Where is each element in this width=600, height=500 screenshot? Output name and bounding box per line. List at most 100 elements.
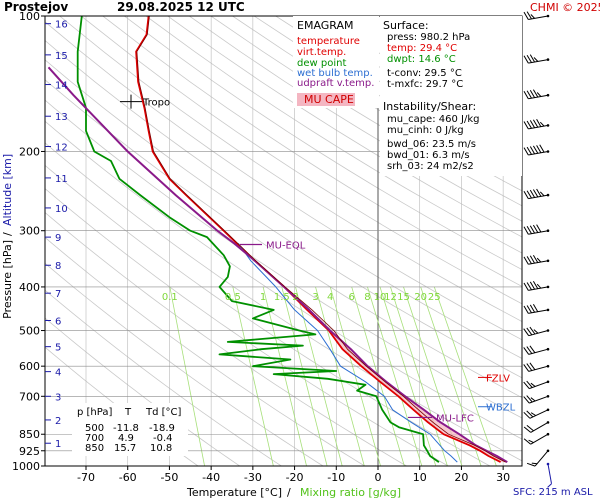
- wind-barb: [523, 54, 550, 64]
- km-tick-label: 13: [55, 112, 68, 123]
- x-tick-label: -60: [119, 471, 137, 484]
- wind-barb: [526, 449, 550, 467]
- wind-barb-feather: [523, 147, 529, 156]
- km-tick-label: 9: [55, 233, 61, 244]
- wind-barb-feather: [526, 363, 533, 371]
- level-table-r1-p: 700: [85, 433, 104, 444]
- km-tick-label: 12: [55, 143, 68, 154]
- wind-barb-staff: [528, 59, 549, 64]
- wind-barb-origin: [546, 462, 550, 466]
- wind-barb-origin: [546, 408, 550, 412]
- y-tick-label: 400: [19, 281, 40, 294]
- wind-barb-feather: [526, 256, 532, 264]
- dry-adiabat: [45, 289, 282, 466]
- mixing-ratio-label: 0.1: [162, 292, 178, 303]
- wind-barb-feather: [523, 282, 529, 291]
- y-axis-separator: /: [1, 232, 14, 236]
- wind-barb-origin: [546, 150, 550, 153]
- wind-barb-staff: [528, 260, 549, 265]
- dry-adiabat: [210, 16, 522, 207]
- wind-barb-feather: [530, 14, 535, 19]
- wind-barb-feather: [523, 364, 530, 372]
- wind-barb-feather: [529, 304, 536, 313]
- wind-barb-origin: [546, 124, 550, 127]
- surface-shear-box: Surface: press: 980.2 hPa temp: 29.4 °C …: [380, 16, 522, 176]
- wind-barb-feather: [526, 346, 533, 354]
- level-table-r2-t: 15.7: [114, 443, 136, 454]
- km-tick-label: 4: [55, 368, 61, 379]
- wind-barb-feather: [523, 256, 529, 265]
- level-table-header-td: Td [°C]: [145, 407, 182, 418]
- tropopause-label: Tropo: [142, 98, 170, 109]
- x-tick-label: 0: [375, 471, 382, 484]
- fzlv-label: FZLV: [486, 373, 510, 384]
- wbzl-label: WBZL: [486, 403, 516, 414]
- wind-barb-feather: [532, 281, 539, 289]
- mixing-ratio-label: 1: [260, 292, 266, 303]
- wind-barb-staff: [547, 463, 552, 484]
- wind-barb-feather: [529, 225, 536, 234]
- wind-barb-feather: [523, 438, 532, 445]
- level-table-r0-td: -18.9: [149, 423, 175, 434]
- x-tick-label: 10: [413, 471, 427, 484]
- wind-barb: [523, 119, 550, 130]
- wind-barb-origin: [546, 364, 550, 368]
- sounding-datetime: 29.08.2025 12 UTC: [117, 0, 245, 14]
- mixing-ratio-line: [379, 286, 437, 466]
- wind-barb: [523, 395, 550, 404]
- wind-barb-staff: [528, 230, 549, 235]
- wind-barb-origin: [546, 58, 550, 61]
- shear-mu-cinh: mu_cinh: 0 J/kg: [387, 125, 464, 136]
- legend-item-dew-point: dew point: [297, 58, 346, 69]
- y-tick-label: 1000: [12, 460, 40, 473]
- surface-title: Surface:: [383, 19, 429, 32]
- mixing-ratio-line: [295, 286, 343, 466]
- km-tick-label: 11: [55, 174, 68, 185]
- wind-barb-feather: [526, 226, 532, 234]
- wind-barb-feather: [530, 382, 536, 387]
- mucape-label: MU CAPE: [304, 93, 354, 106]
- wind-barb-staff: [528, 151, 549, 156]
- wind-barb-feather: [529, 326, 536, 335]
- mixing-ratio-label: 20: [414, 292, 427, 303]
- wind-barb-feather: [523, 305, 529, 314]
- mixing-ratio-line: [315, 286, 365, 466]
- wind-barb: [523, 11, 550, 20]
- mixing-ratio-label: 6: [349, 292, 355, 303]
- wind-barb-feather: [526, 410, 534, 418]
- wind-barb-staff: [534, 450, 549, 467]
- dry-adiabat: [124, 16, 522, 271]
- wind-barb-feather: [523, 226, 529, 235]
- info-background: [380, 16, 522, 176]
- mixing-ratio-label: 0.5: [225, 292, 241, 303]
- wind-barb-feather: [523, 411, 531, 419]
- level-table-r1-t: 4.9: [118, 433, 134, 444]
- wind-barb-feather: [529, 189, 536, 198]
- wind-barb-feather: [526, 425, 534, 432]
- y-tick-label: 700: [19, 390, 40, 403]
- wind-barb: [523, 304, 550, 314]
- wind-barb-feather: [523, 328, 530, 336]
- wind-barb-feather: [529, 345, 536, 353]
- mixing-ratio-label: 4: [327, 292, 333, 303]
- mixing-ratio-label: 3: [312, 292, 318, 303]
- wind-barb-origin: [546, 395, 550, 398]
- wind-barb-staff: [528, 365, 549, 372]
- x-tick-label: -50: [160, 471, 178, 484]
- wind-barb-feather: [533, 329, 539, 334]
- mixing-ratio-line: [169, 286, 205, 466]
- mixing-ratio-line: [420, 286, 482, 466]
- mixing-ratio-line: [367, 286, 423, 466]
- wind-barb-feather: [536, 283, 542, 289]
- y-tick-label: 600: [19, 360, 40, 373]
- y-tick-label: 500: [19, 325, 40, 338]
- wind-barb: [523, 144, 550, 156]
- wind-barb-feather: [529, 362, 536, 370]
- wind-barb: [523, 224, 550, 235]
- km-tick-label: 5: [55, 343, 61, 354]
- surface-temp: temp: 29.4 °C: [387, 43, 457, 54]
- wind-barb-origin: [546, 347, 550, 351]
- wind-barb-feather: [530, 397, 536, 402]
- wind-barb-feather: [526, 120, 532, 129]
- dry-adiabat: [45, 79, 522, 399]
